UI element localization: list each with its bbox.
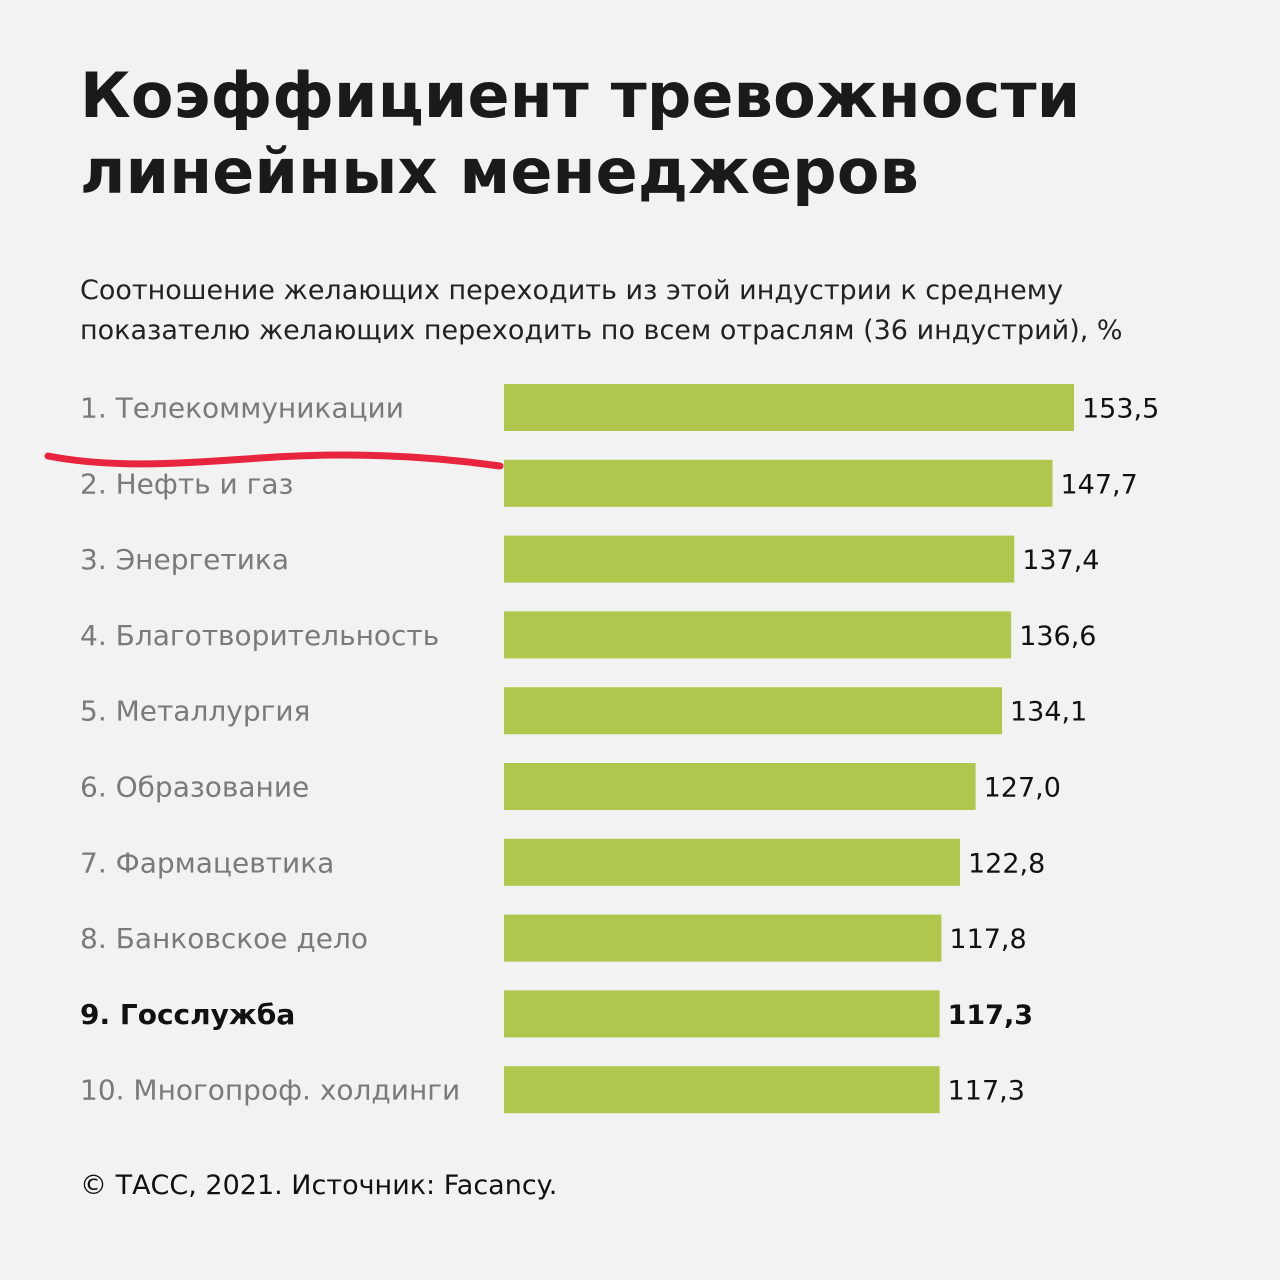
- bar: [504, 535, 1015, 583]
- chart-title-line-1: Коэффициент тревожности: [80, 59, 1081, 132]
- category-label: 1. Телекоммуникации: [80, 392, 404, 425]
- bar: [504, 459, 1053, 507]
- category-label: 2. Нефть и газ: [80, 467, 293, 500]
- category-label: 5. Металлургия: [80, 695, 310, 728]
- bar: [504, 763, 976, 810]
- bar: [504, 687, 1002, 735]
- value-label: 127,0: [984, 773, 1061, 804]
- category-label: 6. Образование: [80, 771, 309, 804]
- bar: [504, 990, 940, 1038]
- category-label: 9. Госслужба: [80, 998, 295, 1031]
- category-label: 4. Благотворительность: [80, 619, 439, 652]
- value-label: 147,7: [1061, 469, 1138, 500]
- value-label: 136,6: [1019, 621, 1096, 652]
- value-label: 122,8: [968, 848, 1045, 879]
- chart-subtitle-line-1: Соотношение желающих переходить из этой …: [80, 275, 1064, 306]
- category-label: 3. Энергетика: [80, 543, 289, 576]
- chart-title: Коэффициент тревожности линейных менедже…: [80, 58, 1230, 210]
- value-label: 117,3: [948, 1000, 1033, 1031]
- category-label: 8. Банковское дело: [80, 922, 368, 955]
- value-label: 137,4: [1022, 545, 1099, 576]
- value-label: 134,1: [1010, 697, 1087, 728]
- category-label: 7. Фармацевтика: [80, 846, 334, 879]
- bar: [504, 914, 942, 962]
- chart-title-line-2: линейных менеджеров: [80, 135, 920, 208]
- value-label: 153,5: [1082, 394, 1159, 425]
- bar-chart: 1. Телекоммуникации 153,5 2. Нефть и газ 14…: [80, 384, 1159, 1114]
- chart-subtitle: Соотношение желающих переходить из этой …: [80, 271, 1230, 351]
- source-note: © ТАСС, 2021. Источник: Facancy.: [80, 1170, 558, 1201]
- bar: [504, 384, 1074, 431]
- bar: [504, 1066, 940, 1114]
- category-label: 10. Многопроф. холдинги: [80, 1074, 460, 1107]
- bar: [504, 611, 1012, 659]
- value-label: 117,8: [949, 924, 1026, 955]
- bar: [504, 838, 960, 886]
- chart-subtitle-line-2: показателю желающих переходить по всем о…: [80, 315, 1123, 346]
- value-label: 117,3: [948, 1076, 1025, 1107]
